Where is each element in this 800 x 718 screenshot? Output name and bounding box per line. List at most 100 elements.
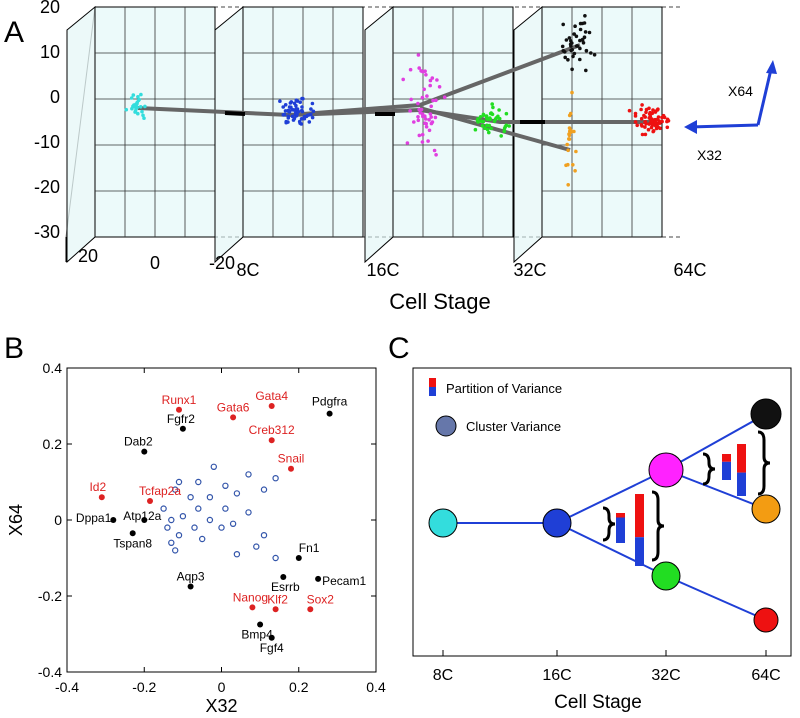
- cell-point: [307, 120, 312, 124]
- cell-point: [653, 124, 658, 128]
- lineage-edge: [665, 575, 767, 621]
- cell-point: [417, 133, 422, 138]
- cell-point: [573, 24, 577, 29]
- lineage-node: [648, 452, 684, 488]
- legend-label: Partition of Variance: [446, 381, 562, 396]
- gene-label: Gata6: [217, 400, 250, 414]
- lineage-node: [750, 398, 782, 430]
- cell-point: [433, 115, 438, 120]
- cell-point: [504, 111, 509, 116]
- other-gene-point: [160, 505, 167, 512]
- panel-frame: [412, 367, 792, 657]
- cell-point: [294, 113, 299, 118]
- cell-point: [136, 95, 140, 99]
- cell-point: [287, 105, 292, 109]
- legend-label: Cluster Variance: [466, 419, 561, 434]
- partition-bar-blue: [737, 472, 746, 496]
- stage-plane-side: [364, 5, 394, 264]
- gene-point: [268, 403, 275, 409]
- cell-point: [489, 126, 494, 131]
- z-tick-label: -10: [34, 132, 60, 152]
- x64-arrow: [756, 64, 774, 126]
- cell-point: [571, 54, 575, 59]
- cell-point: [428, 78, 433, 83]
- cell-point: [574, 44, 579, 48]
- gene-label: Snail: [278, 452, 305, 466]
- cell-point: [650, 123, 655, 127]
- gene-point: [295, 555, 302, 561]
- cell-point: [487, 130, 491, 135]
- cell-point: [581, 41, 586, 45]
- cell-point: [635, 123, 639, 128]
- gene-label: Tspan8: [113, 536, 152, 550]
- gene-point: [280, 574, 287, 580]
- lineage-node: [542, 508, 572, 538]
- cell-point: [140, 109, 144, 114]
- gene-label: Aqp3: [177, 570, 205, 584]
- other-gene-point: [245, 471, 252, 478]
- cell-point: [584, 48, 589, 53]
- x32-arrow-label: X32: [697, 147, 722, 163]
- cell-point: [294, 103, 298, 108]
- lineage-node: [428, 508, 458, 538]
- other-gene-point: [222, 505, 229, 512]
- cell-point: [647, 106, 651, 111]
- cell-point: [567, 113, 572, 118]
- cell-point: [571, 163, 575, 167]
- cell-point: [310, 115, 315, 120]
- partition-bar-red: [737, 444, 746, 473]
- x64-arrowhead: [766, 60, 777, 74]
- lineage-edge: [665, 469, 767, 510]
- cell-point: [143, 104, 147, 109]
- cell-point: [417, 66, 422, 70]
- depth-tick-label: -20: [209, 253, 235, 273]
- cell-point: [294, 107, 299, 111]
- cell-point: [587, 30, 592, 35]
- cell-point: [578, 46, 582, 51]
- cell-point: [427, 128, 432, 133]
- cell-point: [287, 109, 291, 113]
- other-gene-point: [195, 478, 202, 486]
- cell-point: [643, 115, 647, 119]
- gene-point: [326, 410, 333, 417]
- cell-point: [416, 101, 420, 106]
- panel-c-lineage-tree: 8C 16C 32C 64C Cell Stage Partition of Varian…: [412, 367, 792, 713]
- variance-brace: [651, 490, 665, 562]
- other-gene-point: [272, 554, 279, 562]
- legend-bar-red: [429, 378, 436, 387]
- cell-point: [435, 78, 439, 82]
- x-tick-label: -0.4: [55, 679, 79, 695]
- cell-point: [401, 77, 406, 82]
- cell-point: [481, 113, 486, 117]
- gene-point: [187, 583, 194, 590]
- cell-point: [427, 118, 431, 122]
- cell-point: [423, 117, 428, 121]
- gene-point: [268, 634, 275, 641]
- partition-bar-red: [722, 454, 731, 462]
- trajectory-segment: [224, 111, 246, 116]
- partition-bar-blue: [616, 517, 625, 543]
- cell-point: [142, 116, 146, 120]
- gene-label: Bmp4: [241, 628, 273, 642]
- cell-point: [582, 21, 587, 25]
- cell-point: [139, 92, 143, 97]
- cell-point: [565, 142, 569, 147]
- z-tick-label: 10: [40, 42, 60, 62]
- other-gene-point: [171, 547, 179, 554]
- cell-point: [429, 104, 434, 109]
- cell-point: [650, 119, 654, 123]
- trajectory-line: [419, 106, 571, 152]
- gene-label: Runx1: [162, 393, 197, 407]
- gene-point: [176, 406, 182, 413]
- cell-point: [129, 96, 134, 100]
- cell-point: [429, 115, 434, 119]
- cell-point: [423, 121, 427, 125]
- cell-point: [437, 85, 442, 89]
- cell-point: [646, 127, 651, 132]
- cell-point: [422, 87, 427, 92]
- cell-point: [484, 114, 489, 118]
- cell-point: [405, 141, 410, 145]
- cell-point: [302, 116, 307, 121]
- cell-point: [478, 115, 483, 119]
